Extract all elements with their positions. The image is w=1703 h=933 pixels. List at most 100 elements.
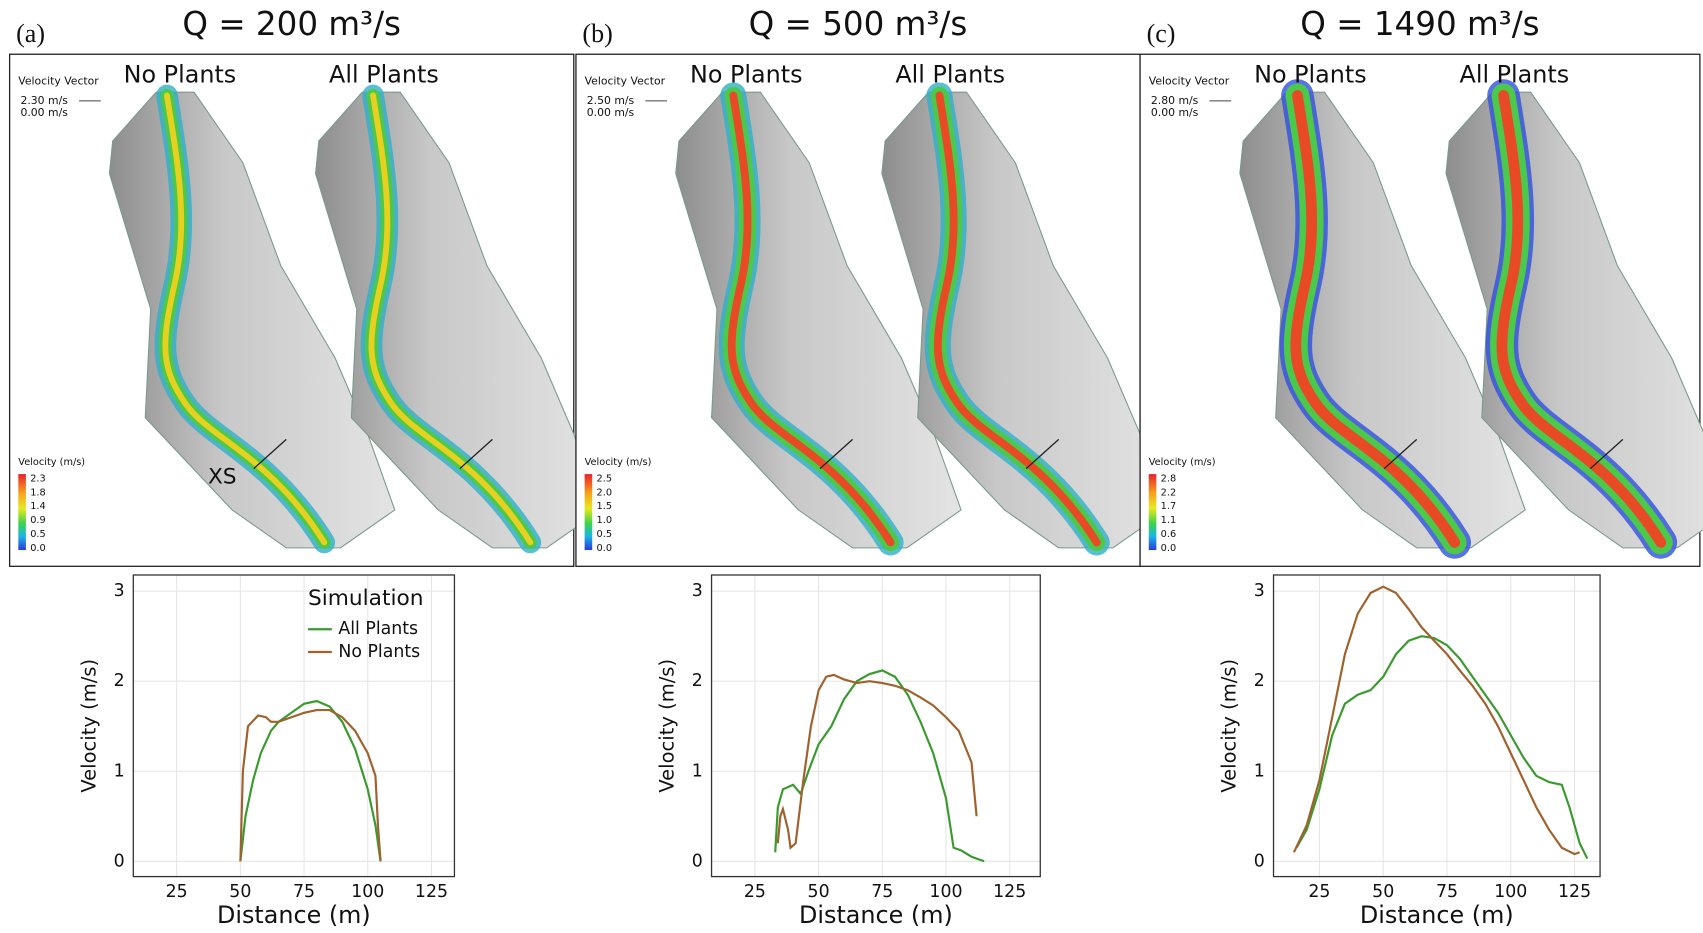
colorbar-tick-label: 0.0	[30, 543, 46, 554]
plot-frame	[1272, 574, 1601, 878]
y-tick-label: 0	[114, 851, 125, 871]
y-tick-label: 3	[114, 581, 125, 601]
vector-max: 2.50 m/s	[587, 94, 635, 107]
colorbar	[584, 474, 593, 551]
colorbar-tick-label: 2.3	[30, 473, 46, 484]
panel-title: Q = 200 m³/s	[182, 5, 401, 43]
x-tick-label: 125	[415, 882, 448, 902]
x-tick-label: 25	[166, 882, 188, 902]
line	[239, 699, 382, 862]
vector-title: Velocity Vector	[18, 74, 99, 87]
cross-section	[1383, 438, 1418, 470]
plot-area	[1273, 574, 1601, 877]
colorbar-tick-label: 0.5	[597, 529, 613, 540]
colorbar-tick-label: 1.1	[1161, 515, 1177, 526]
vector-min: 0.00 m/s	[587, 106, 635, 119]
y-tick-label: 1	[114, 761, 125, 781]
colorbar-tick-label: 0.9	[30, 515, 46, 526]
cross-section	[1589, 438, 1624, 470]
x-tick-label: 50	[229, 882, 251, 902]
panel-title: Q = 1490 m³/s	[1300, 5, 1539, 43]
line	[774, 669, 985, 863]
map-label: No Plants	[124, 60, 237, 88]
colorbar-tick-label: 1.5	[597, 501, 613, 512]
plot-frame	[132, 574, 456, 878]
colorbar-tick-label: 2.2	[1161, 487, 1177, 498]
map-label: All Plants	[1460, 60, 1570, 88]
x-axis-label: Distance (m)	[217, 901, 371, 929]
vector-max: 2.30 m/s	[20, 94, 68, 107]
map-label: All Plants	[329, 60, 439, 88]
river-core	[727, 91, 895, 547]
cross-section	[819, 438, 854, 470]
x-tick-label: 125	[1558, 882, 1591, 902]
colorbar-title: Velocity (m/s)	[1149, 457, 1216, 468]
x-tick-label: 100	[929, 882, 962, 902]
map-label: All Plants	[895, 60, 1005, 88]
line	[1295, 635, 1589, 860]
x-tick-label: 25	[744, 882, 766, 902]
y-axis-label: Velocity (m/s)	[1218, 659, 1241, 793]
colorbar-tick-label: 0.6	[1161, 529, 1177, 540]
colorbar	[18, 474, 26, 551]
line	[239, 708, 382, 862]
y-axis-label: Velocity (m/s)	[77, 659, 100, 793]
x-tick-label: 50	[808, 882, 830, 902]
colorbar-tick-label: 1.7	[1161, 501, 1177, 512]
colorbar-tick-label: 1.4	[30, 501, 46, 512]
y-axis-label: Velocity (m/s)	[656, 659, 679, 793]
y-tick-label: 1	[1254, 761, 1265, 781]
map-label: No Plants	[1254, 60, 1367, 88]
y-tick-label: 1	[692, 761, 703, 781]
vector-max: 2.80 m/s	[1151, 94, 1199, 107]
colorbar-tick-label: 0.0	[1161, 543, 1177, 554]
colorbar-tick-label: 0.5	[30, 529, 46, 540]
y-tick-label: 0	[692, 851, 703, 871]
cross-section	[253, 438, 287, 470]
colorbar-tick-label: 2.8	[1161, 473, 1177, 484]
colorbar-tick-label: 1.0	[597, 515, 613, 526]
y-tick-label: 2	[114, 671, 125, 691]
colorbar-title: Velocity (m/s)	[18, 457, 85, 468]
x-tick-label: 75	[871, 882, 893, 902]
river-core	[1496, 90, 1667, 548]
map	[881, 82, 1168, 556]
x-tick-label: 125	[993, 882, 1026, 902]
panel-title: Q = 500 m³/s	[749, 5, 968, 43]
legend-title: Simulation	[308, 586, 424, 611]
map	[1239, 79, 1526, 559]
y-tick-label: 2	[1254, 671, 1265, 691]
x-tick-label: 100	[1494, 882, 1527, 902]
line	[1292, 585, 1581, 856]
plot-area	[133, 574, 455, 877]
panel-label: (c)	[1147, 19, 1176, 48]
x-tick-label: 75	[1436, 882, 1458, 902]
colorbar-tick-label: 2.5	[597, 473, 613, 484]
river-core	[933, 91, 1101, 547]
x-tick-label: 50	[1372, 882, 1394, 902]
x-tick-label: 100	[351, 882, 384, 902]
x-tick-label: 25	[1308, 882, 1330, 902]
legend-label: No Plants	[338, 642, 420, 662]
river-core	[368, 92, 534, 546]
cross-section	[459, 438, 493, 470]
colorbar-tick-label: 2.0	[597, 487, 613, 498]
line	[776, 673, 978, 850]
river-core	[162, 92, 328, 546]
river-core	[1290, 90, 1461, 548]
x-axis-label: Distance (m)	[799, 901, 953, 929]
y-tick-label: 3	[692, 581, 703, 601]
vector-min: 0.00 m/s	[1151, 106, 1199, 119]
cross-section	[1025, 438, 1060, 470]
vector-title: Velocity Vector	[585, 74, 666, 87]
x-axis-label: Distance (m)	[1360, 901, 1514, 929]
legend-label: All Plants	[338, 619, 418, 639]
y-tick-label: 2	[692, 671, 703, 691]
colorbar	[1148, 474, 1157, 551]
plot-frame	[710, 574, 1041, 878]
colorbar-tick-label: 0.0	[597, 543, 613, 554]
x-tick-label: 75	[293, 882, 315, 902]
map	[675, 82, 962, 556]
colorbar-title: Velocity (m/s)	[585, 457, 652, 468]
panel-label: (b)	[582, 19, 612, 48]
